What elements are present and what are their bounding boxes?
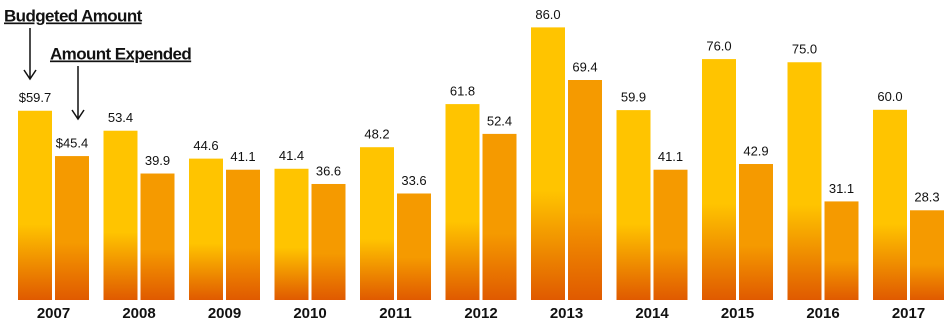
bar xyxy=(274,168,309,300)
bar xyxy=(616,110,651,300)
value-label: 53.4 xyxy=(108,110,133,125)
x-tick-label: 2007 xyxy=(37,305,70,322)
bar xyxy=(873,109,907,300)
x-tick-label: 2008 xyxy=(122,305,155,322)
value-label: 36.6 xyxy=(316,163,341,178)
bar xyxy=(226,169,260,300)
value-label: 41.4 xyxy=(279,148,304,163)
value-label: 41.1 xyxy=(230,149,255,164)
bar xyxy=(140,173,175,300)
x-tick-label: 2009 xyxy=(208,305,241,322)
bar xyxy=(18,110,52,300)
legend-label: Budgeted Amount xyxy=(4,6,143,25)
legend-arrow xyxy=(23,28,37,81)
x-tick-label: 2013 xyxy=(550,305,583,322)
x-tick-label: 2014 xyxy=(635,305,669,322)
bar xyxy=(360,147,394,300)
bar xyxy=(910,210,944,300)
value-label: 76.0 xyxy=(706,39,731,54)
value-label: 60.0 xyxy=(877,89,902,104)
legend-arrow xyxy=(71,66,85,121)
x-tick-label: 2015 xyxy=(721,305,754,322)
bar xyxy=(311,183,346,300)
value-label: 42.9 xyxy=(743,143,768,158)
value-label: 31.1 xyxy=(829,181,854,196)
bar xyxy=(482,133,517,300)
value-label: 86.0 xyxy=(535,7,560,22)
bar xyxy=(531,27,565,300)
value-label: $45.4 xyxy=(56,136,89,151)
value-label: 41.1 xyxy=(658,149,683,164)
x-tick-label: 2012 xyxy=(464,305,497,322)
bar xyxy=(824,201,859,300)
value-label: 28.3 xyxy=(914,190,939,205)
bar xyxy=(653,169,688,300)
bar xyxy=(568,80,602,300)
value-label: 69.4 xyxy=(572,59,597,74)
x-tick-label: 2016 xyxy=(806,305,839,322)
legend-label: Amount Expended xyxy=(50,44,191,63)
x-tick-label: 2017 xyxy=(892,305,925,322)
value-label: 52.4 xyxy=(487,113,512,128)
value-label: 33.6 xyxy=(401,173,426,188)
value-label: 44.6 xyxy=(193,138,218,153)
bar xyxy=(103,130,138,300)
value-label: 75.0 xyxy=(792,42,817,57)
bar xyxy=(397,193,431,300)
bar xyxy=(445,104,480,301)
value-label: 59.9 xyxy=(621,90,646,105)
value-label: 48.2 xyxy=(364,127,389,142)
value-label: 61.8 xyxy=(450,84,475,99)
value-label: 39.9 xyxy=(145,153,170,168)
bar xyxy=(702,59,736,300)
bar xyxy=(787,62,822,300)
bar xyxy=(189,158,223,300)
x-tick-label: 2011 xyxy=(379,305,412,322)
x-tick-label: 2010 xyxy=(293,305,326,322)
bar xyxy=(739,164,773,300)
bar xyxy=(55,156,89,300)
value-label: $59.7 xyxy=(19,90,52,105)
